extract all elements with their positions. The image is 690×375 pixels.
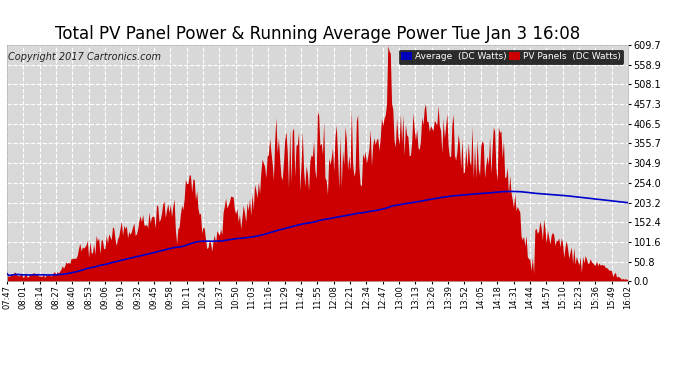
Title: Total PV Panel Power & Running Average Power Tue Jan 3 16:08: Total PV Panel Power & Running Average P… [55, 26, 580, 44]
Text: Copyright 2017 Cartronics.com: Copyright 2017 Cartronics.com [8, 52, 161, 62]
Legend: Average  (DC Watts), PV Panels  (DC Watts): Average (DC Watts), PV Panels (DC Watts) [399, 50, 623, 64]
